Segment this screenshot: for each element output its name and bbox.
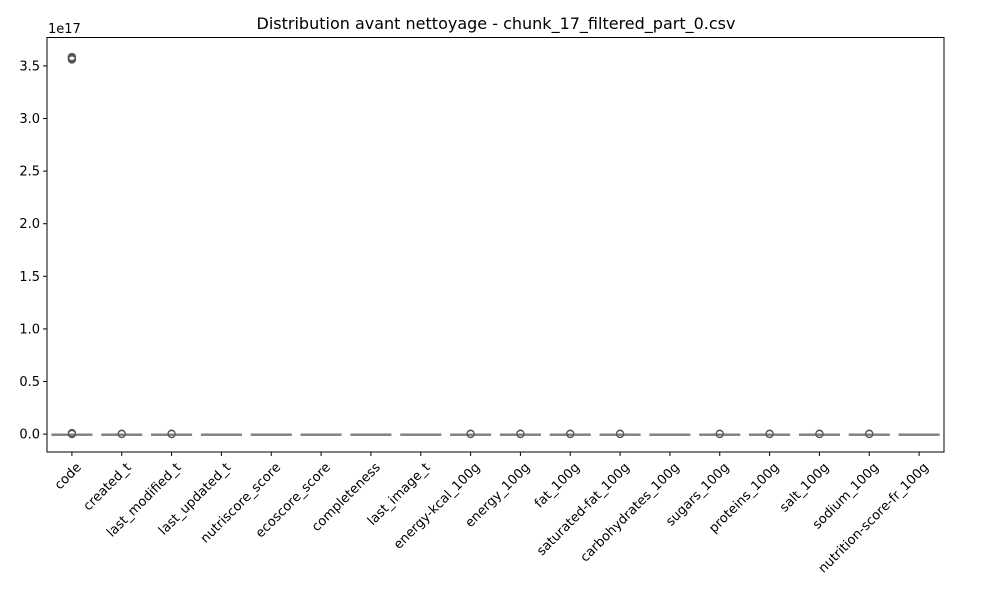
y-tick-label: 3.0 — [19, 112, 40, 127]
outlier-point — [615, 429, 625, 438]
x-tick-label: code — [52, 460, 85, 493]
y-axis-offset-label: 1e17 — [48, 22, 81, 37]
outlier-point — [67, 52, 77, 62]
x-tick-label: energy-kcal_100g — [391, 460, 483, 552]
outlier-point — [117, 429, 126, 438]
outlier-point — [167, 429, 176, 438]
outlier-point — [765, 429, 774, 438]
y-tick-label: 1.0 — [19, 322, 40, 337]
x-tick-label: created_t — [81, 460, 135, 514]
axes-frame — [46, 37, 945, 453]
x-tick-label: saturated-fat_100g — [534, 460, 633, 559]
x-tick-label: carbohydrates_100g — [578, 460, 683, 565]
x-tick-label: fat_100g — [532, 460, 583, 511]
y-tick-label: 2.0 — [19, 217, 40, 232]
y-tick-label: 0.5 — [19, 375, 40, 390]
outlier-point — [566, 429, 575, 438]
y-tick-label: 3.5 — [19, 59, 40, 74]
outlier-point — [815, 429, 824, 438]
plot-area: 0.00.51.01.52.02.53.03.5codecreated_tlas… — [19, 52, 940, 576]
outlier-point — [516, 429, 525, 438]
outlier-point — [865, 429, 874, 438]
y-tick-label: 0.0 — [19, 428, 40, 443]
outlier-point — [466, 429, 475, 438]
y-tick-label: 1.5 — [19, 270, 40, 285]
outlier-point — [67, 428, 77, 438]
chart-title: Distribution avant nettoyage - chunk_17_… — [257, 14, 736, 34]
y-tick-label: 2.5 — [19, 165, 40, 180]
outlier-point — [715, 429, 724, 438]
